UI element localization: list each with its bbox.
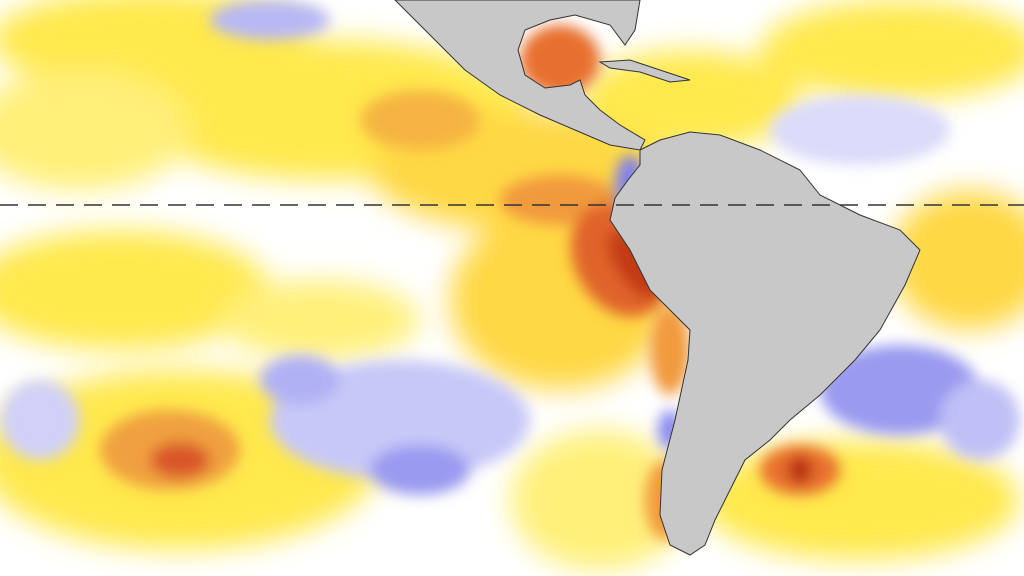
south-america <box>609 131 921 556</box>
cuba <box>598 59 691 83</box>
north-central-america <box>394 0 646 151</box>
